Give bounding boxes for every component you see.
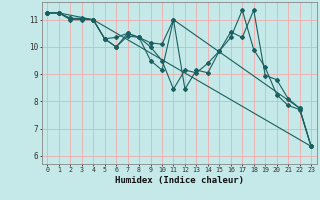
X-axis label: Humidex (Indice chaleur): Humidex (Indice chaleur) (115, 176, 244, 185)
